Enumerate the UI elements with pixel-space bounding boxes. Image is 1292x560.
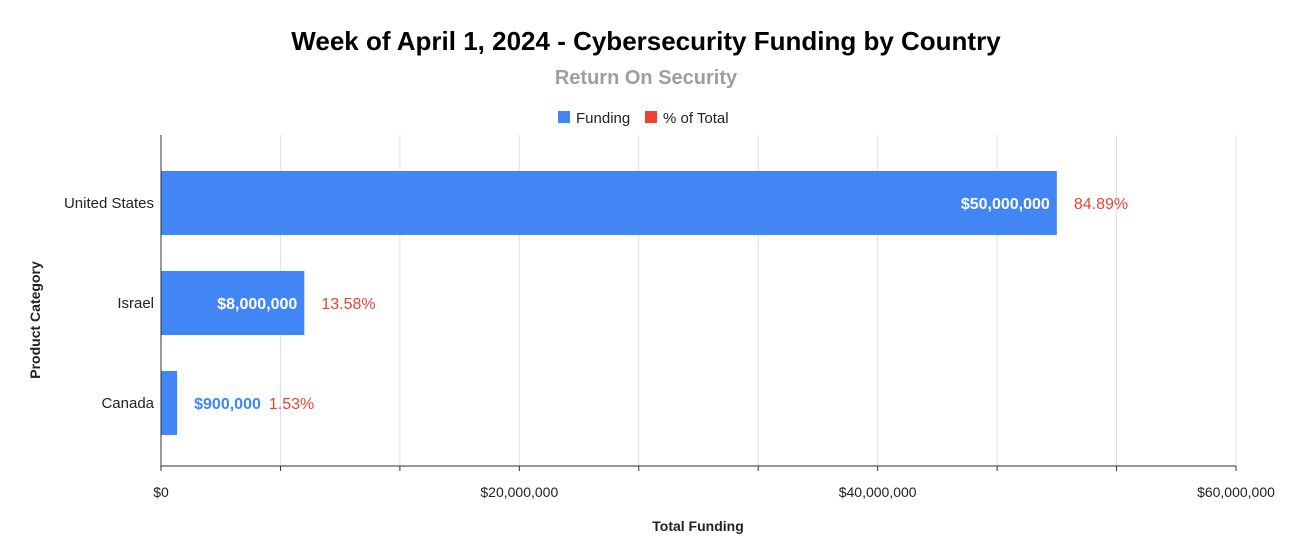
value-label-funding: $900,000 bbox=[194, 396, 261, 413]
value-label-percent: 84.89% bbox=[1074, 196, 1128, 213]
y-axis-title: Product Category bbox=[27, 261, 43, 379]
bar-funding bbox=[161, 371, 178, 435]
chart-subtitle: Return On Security bbox=[555, 67, 738, 89]
bars bbox=[161, 171, 1057, 435]
category-label: Canada bbox=[101, 395, 154, 412]
x-tick-label: $60,000,000 bbox=[1197, 484, 1275, 500]
labels: $0 $20,000,000 $40,000,000 $60,000,000 Unite… bbox=[64, 195, 1275, 500]
legend-swatch-percent bbox=[645, 111, 657, 123]
x-tick-label: $40,000,000 bbox=[839, 484, 917, 500]
chart-title: Week of April 1, 2024 - Cybersecurity Fu… bbox=[291, 26, 1001, 56]
legend-label-percent: % of Total bbox=[663, 110, 729, 127]
value-label-funding: $8,000,000 bbox=[217, 296, 297, 313]
axes bbox=[160, 135, 1237, 471]
value-label-funding: $50,000,000 bbox=[961, 196, 1050, 213]
legend: Funding % of Total bbox=[558, 110, 729, 127]
category-label: United States bbox=[64, 195, 154, 212]
x-tick-label: $0 bbox=[153, 484, 169, 500]
value-label-percent: 1.53% bbox=[269, 396, 314, 413]
value-label-percent: 13.58% bbox=[321, 296, 375, 313]
legend-label-funding: Funding bbox=[576, 110, 630, 127]
x-tick-label: $20,000,000 bbox=[480, 484, 558, 500]
bar-funding bbox=[161, 171, 1057, 235]
legend-swatch-funding bbox=[558, 111, 570, 123]
category-label: Israel bbox=[117, 295, 154, 312]
x-axis-title: Total Funding bbox=[652, 518, 744, 534]
bar-funding bbox=[161, 271, 305, 335]
